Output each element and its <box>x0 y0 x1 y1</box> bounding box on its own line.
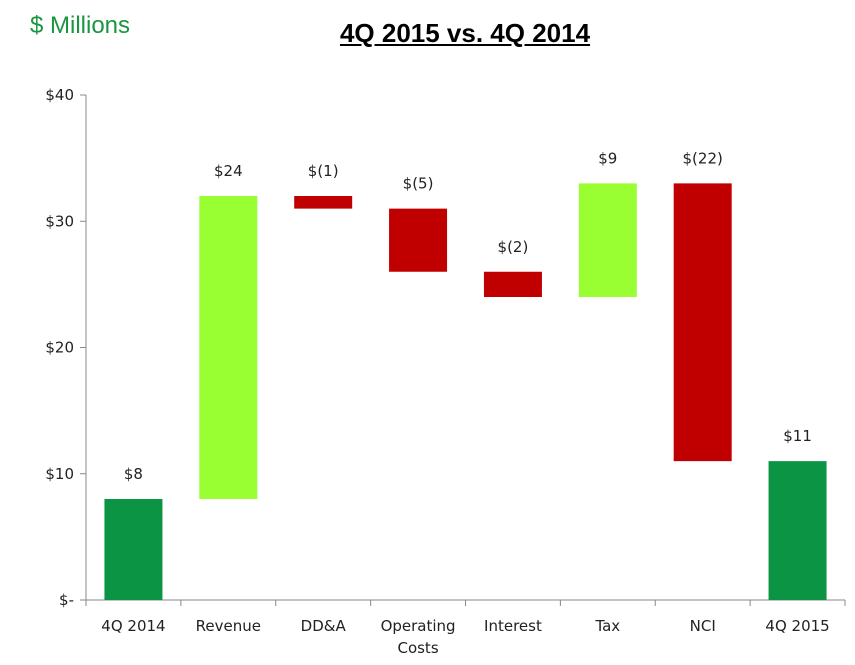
data-label: $(22) <box>683 149 723 167</box>
bar-increase <box>199 196 258 499</box>
data-label: $(2) <box>498 238 529 256</box>
bar-increase <box>578 183 637 297</box>
x-tick-label: Revenue <box>196 617 261 635</box>
x-tick-label: Tax <box>594 617 620 635</box>
x-tick-label: 4Q 2015 <box>765 617 829 635</box>
bar-decrease <box>294 196 353 209</box>
data-label: $(5) <box>403 175 434 193</box>
bar-decrease <box>483 271 542 297</box>
bar-total <box>768 461 827 600</box>
y-tick-label: $10 <box>45 465 74 483</box>
bar-decrease <box>673 183 732 462</box>
x-tick-label: Operating <box>381 617 456 635</box>
y-tick-label: $30 <box>45 212 74 230</box>
data-label: $8 <box>124 465 143 483</box>
x-tick-label: Costs <box>397 639 438 657</box>
bar-total <box>104 499 163 600</box>
data-label: $24 <box>214 162 243 180</box>
data-label: $11 <box>783 427 812 445</box>
y-tick-label: $- <box>59 591 74 609</box>
x-tick-label: 4Q 2014 <box>101 617 165 635</box>
data-label: $9 <box>598 149 617 167</box>
chart-title: 4Q 2015 vs. 4Q 2014 <box>339 18 591 48</box>
bar-decrease <box>389 208 448 272</box>
units-label: $ Millions <box>30 12 131 39</box>
x-tick-label: NCI <box>690 617 716 635</box>
x-tick-label: Interest <box>484 617 542 635</box>
x-tick-label: DD&A <box>301 617 347 635</box>
y-tick-label: $40 <box>45 86 74 104</box>
y-tick-label: $20 <box>45 339 74 357</box>
data-label: $(1) <box>308 162 339 180</box>
